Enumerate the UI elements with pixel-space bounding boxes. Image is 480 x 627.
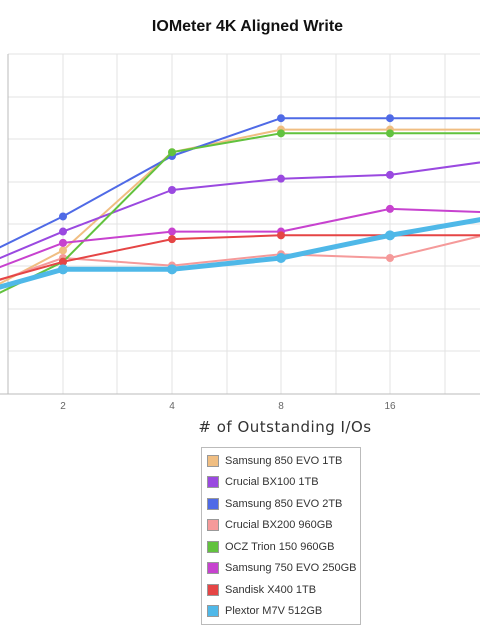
chart-title: IOMeter 4K Aligned Write: [151, 18, 344, 35]
x-tick-label: 2: [60, 401, 66, 412]
data-point: [277, 231, 285, 240]
data-point: [386, 129, 394, 138]
x-tick-label: 8: [278, 401, 284, 412]
legend-label: Samsung 750 EVO 250GB: [225, 562, 357, 575]
data-point: [168, 148, 176, 157]
axes: [0, 54, 480, 395]
legend-label: OCZ Trion 150 960GB: [225, 540, 335, 553]
data-point: [385, 230, 395, 241]
series-line: [0, 234, 480, 281]
legend-item: Crucial BX200 960GB: [202, 515, 360, 537]
data-point: [59, 212, 67, 221]
legend-label: Plextor M7V 512GB: [225, 605, 323, 618]
series-line: [0, 207, 480, 269]
x-tick-label: 4: [169, 401, 175, 412]
x-axis-label: # of Outstanding I/Os: [198, 418, 372, 436]
legend-swatch: [207, 540, 219, 553]
series-line: [0, 235, 480, 282]
legend-swatch: [207, 454, 219, 467]
data-point: [276, 253, 286, 263]
legend-swatch: [207, 562, 219, 575]
series-group: [0, 114, 480, 294]
series-line: [0, 132, 480, 294]
legend-label: Samsung 850 EVO 1TB: [225, 454, 343, 467]
legend-item: Plextor M7V 512GB: [202, 601, 360, 623]
legend-swatch: [207, 476, 219, 489]
data-point: [386, 170, 394, 179]
legend-item: Samsung 850 EVO 1TB: [202, 450, 360, 472]
legend-swatch: [207, 519, 219, 532]
x-tick-label: 16: [384, 401, 396, 412]
legend: Samsung 850 EVO 1TB Crucial BX100 1TB Sams…: [201, 447, 361, 625]
data-point: [277, 129, 285, 138]
series-line: [0, 217, 480, 290]
data-point: [59, 238, 67, 247]
data-point: [58, 264, 68, 275]
legend-item: OCZ Trion 150 960GB: [202, 536, 360, 558]
legend-label: Sandisk X400 1TB: [225, 583, 317, 596]
series-line: [0, 161, 480, 260]
data-point: [386, 204, 394, 213]
legend-item: Crucial BX100 1TB: [202, 472, 360, 494]
legend-item: Sandisk X400 1TB: [202, 579, 360, 601]
series-line: [0, 128, 480, 285]
legend-label: Samsung 850 EVO 2TB: [225, 497, 343, 510]
series-lines: [0, 114, 480, 294]
legend-label: Crucial BX100 1TB: [225, 476, 319, 489]
legend-swatch: [207, 583, 219, 596]
x-tick-labels: 2 4 8 16: [60, 401, 396, 412]
series-line: [0, 117, 480, 249]
data-point: [168, 186, 176, 194]
data-point: [277, 114, 285, 123]
data-point: [59, 246, 67, 255]
legend-item: Samsung 750 EVO 250GB: [202, 558, 360, 580]
data-point: [386, 254, 394, 262]
legend-item: Samsung 850 EVO 2TB: [202, 493, 360, 515]
data-point: [386, 114, 394, 123]
data-point: [277, 174, 285, 183]
data-point: [59, 227, 67, 236]
data-point: [168, 235, 176, 244]
legend-swatch: [207, 497, 219, 510]
data-point: [168, 227, 176, 236]
data-point: [59, 257, 67, 266]
legend-label: Crucial BX200 960GB: [225, 519, 333, 532]
gridlines: [8, 53, 480, 394]
legend-swatch: [207, 605, 219, 618]
data-point: [167, 264, 177, 275]
